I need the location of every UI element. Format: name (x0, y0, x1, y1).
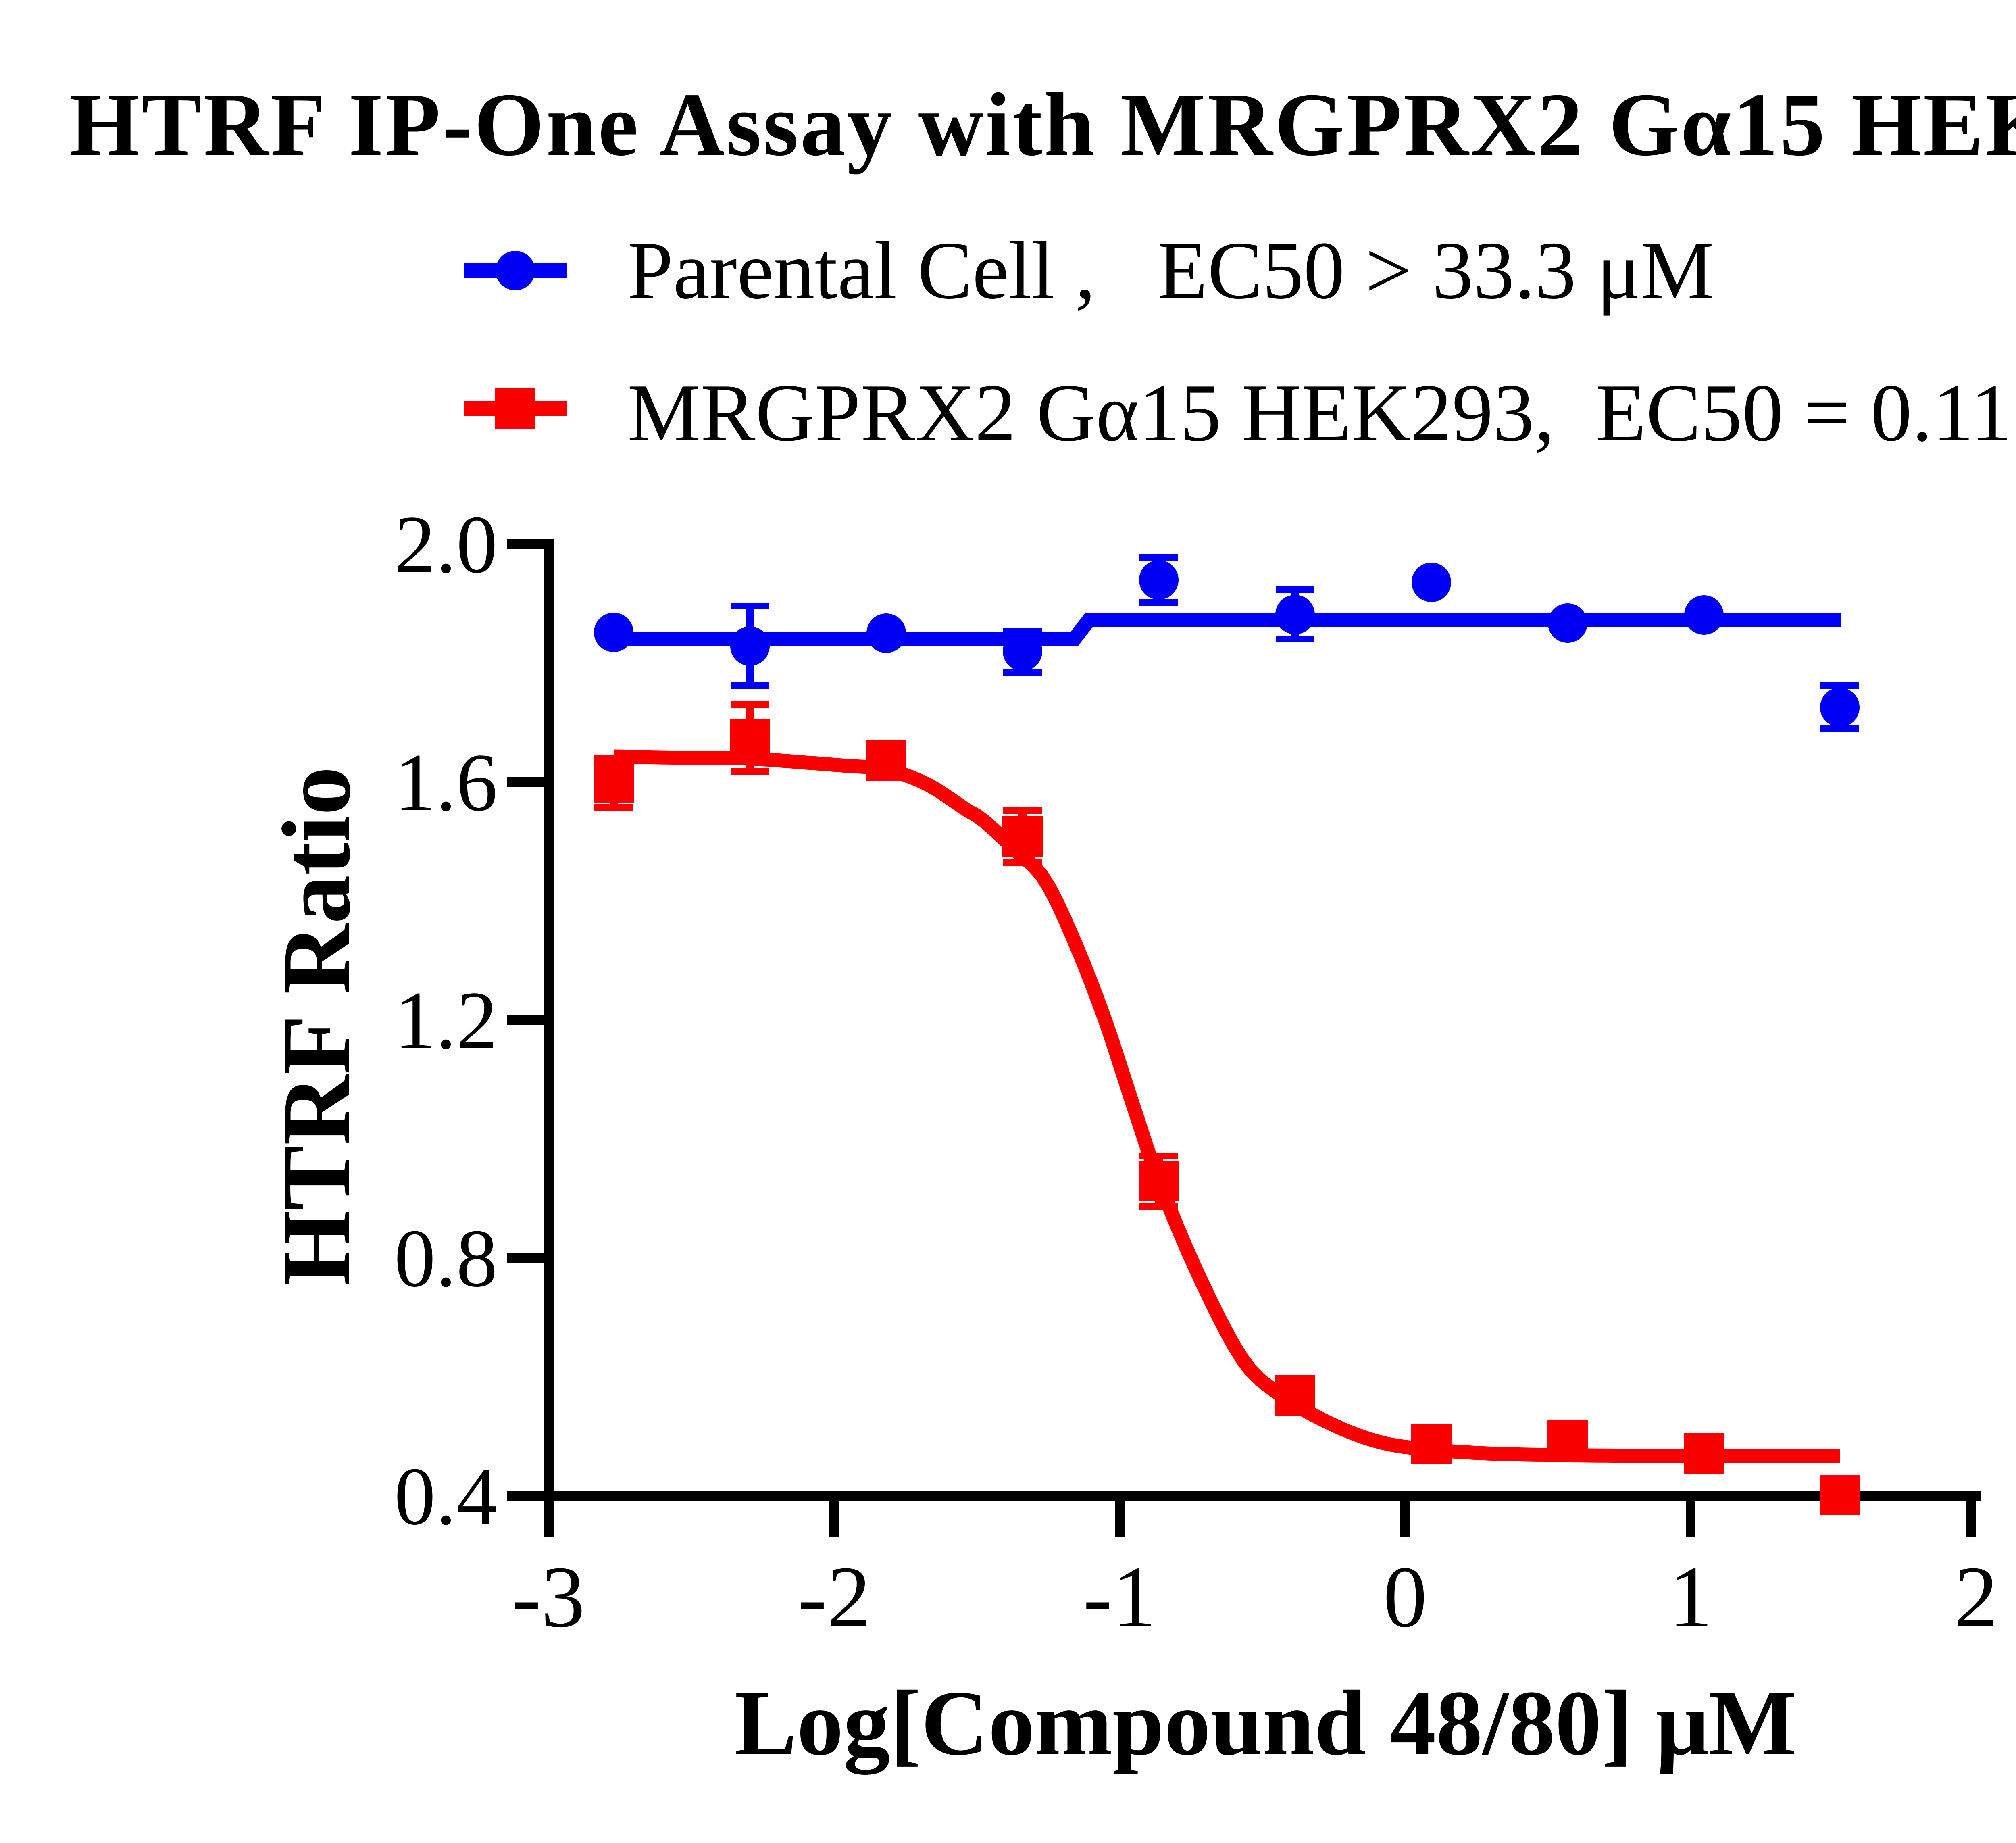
svg-text:2: 2 (1954, 1549, 1998, 1646)
svg-text:Parental Cell , EC50 > 33.3: Parental Cell , EC50 > 33.3 μM (627, 225, 1714, 316)
svg-text:0.4: 0.4 (394, 1451, 498, 1542)
svg-text:-2: -2 (798, 1549, 871, 1646)
svg-text:0.8: 0.8 (394, 1213, 498, 1304)
svg-text:Log[Compound 48/80] μM: Log[Compound 48/80] μM (735, 1671, 1797, 1775)
svg-text:HTRF Ratio: HTRF Ratio (262, 767, 371, 1286)
svg-text:1.6: 1.6 (394, 737, 498, 828)
svg-text:2.0: 2.0 (394, 499, 498, 590)
svg-text:MRGPRX2 Gα15 HEK293, EC50 = 0: MRGPRX2 Gα15 HEK293, EC50 = 0.11 μM (627, 367, 2016, 459)
svg-text:-1: -1 (1083, 1549, 1156, 1646)
svg-text:1: 1 (1669, 1549, 1713, 1646)
svg-text:HTRF IP-One Assay with MRGPRX2: HTRF IP-One Assay with MRGPRX2 Gα15 HEK2… (69, 60, 2016, 175)
svg-text:0: 0 (1383, 1549, 1427, 1646)
svg-text:1.2: 1.2 (394, 975, 498, 1066)
svg-text:-3: -3 (512, 1549, 585, 1646)
